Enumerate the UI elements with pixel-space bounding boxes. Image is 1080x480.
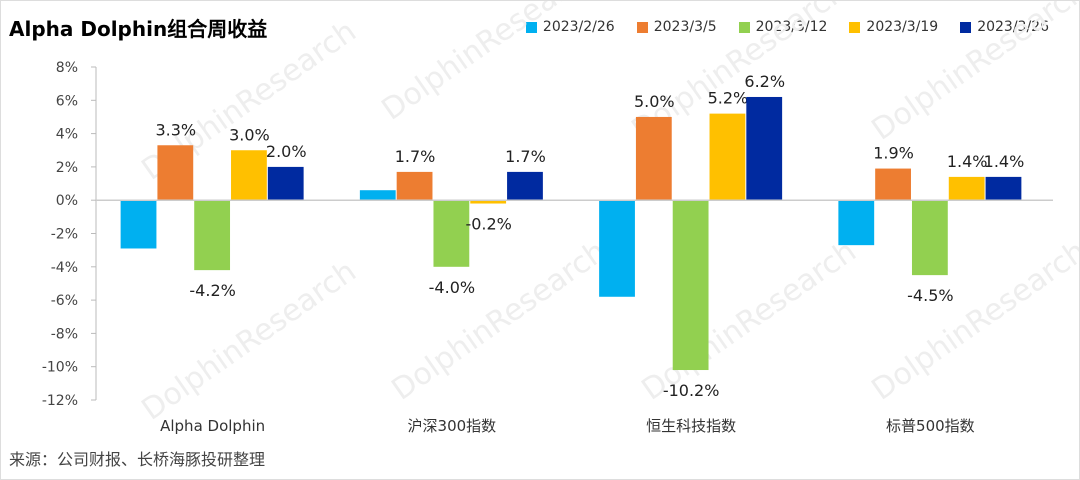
data-label: 5.0% xyxy=(634,92,675,111)
category-label: 沪深300指数 xyxy=(408,417,497,435)
data-label: 1.4% xyxy=(947,152,988,171)
bar xyxy=(599,200,635,297)
legend-swatch xyxy=(738,21,750,33)
category-label: Alpha Dolphin xyxy=(160,417,265,435)
legend-swatch xyxy=(636,21,648,33)
legend-label: 2023/3/19 xyxy=(866,19,939,35)
bar xyxy=(507,171,543,201)
y-tick-label: -12% xyxy=(42,393,78,409)
y-tick-label: -6% xyxy=(51,293,78,309)
data-label: 3.3% xyxy=(155,120,196,139)
category-label: 标普500指数 xyxy=(886,417,975,435)
y-tick-label: 4% xyxy=(56,127,78,143)
bar xyxy=(231,150,267,201)
data-label: -4.2% xyxy=(189,281,235,300)
bar xyxy=(911,200,948,276)
bar xyxy=(635,116,672,201)
data-label: -4.5% xyxy=(907,286,953,305)
data-label: 1.4% xyxy=(984,152,1025,171)
legend-label: 2023/2/26 xyxy=(542,19,615,35)
bar xyxy=(359,190,396,201)
legend-item: 2023/2/26 xyxy=(525,19,615,35)
y-tick-label: 8% xyxy=(56,60,78,76)
bar xyxy=(120,200,157,249)
watermark: DolphinResearch xyxy=(376,1,603,128)
bar xyxy=(709,113,746,201)
watermark: DolphinResearch xyxy=(866,234,1080,408)
data-label: 1.7% xyxy=(505,147,546,166)
bar xyxy=(838,200,875,246)
bar xyxy=(948,176,985,201)
data-label: 3.0% xyxy=(229,125,270,144)
legend-swatch xyxy=(960,21,972,33)
bar xyxy=(267,166,304,201)
legend-item: 2023/3/12 xyxy=(738,19,828,35)
legend-swatch xyxy=(849,21,861,33)
legend: 2023/2/26 2023/3/5 2023/3/12 2023/3/19 2023/… xyxy=(525,19,1049,35)
data-label: 1.7% xyxy=(395,147,436,166)
data-label: 2.0% xyxy=(266,142,307,161)
data-label: -4.0% xyxy=(429,278,475,297)
data-label: 6.2% xyxy=(744,72,785,91)
legend-item: 2023/3/26 xyxy=(960,19,1049,35)
data-label: 1.9% xyxy=(873,144,914,163)
bar xyxy=(396,171,433,201)
watermark: DolphinResearch xyxy=(866,1,1080,148)
data-label: -10.2% xyxy=(663,381,720,400)
y-tick-label: -8% xyxy=(51,326,78,342)
legend-label: 2023/3/26 xyxy=(977,19,1049,35)
legend-swatch xyxy=(525,21,537,33)
y-tick-label: 6% xyxy=(56,93,78,109)
category-label: 恒生科技指数 xyxy=(646,417,736,435)
legend-item: 2023/3/19 xyxy=(849,19,938,35)
data-label: -0.2% xyxy=(465,215,511,234)
bar xyxy=(157,145,194,201)
bar xyxy=(875,168,911,201)
y-tick-label: -2% xyxy=(51,227,78,243)
y-tick-label: 0% xyxy=(56,193,78,209)
bar xyxy=(194,200,231,271)
legend-label: 2023/3/5 xyxy=(653,19,717,35)
source-note: 来源：公司财报、长桥海豚投研整理 xyxy=(9,450,266,469)
y-tick-label: 2% xyxy=(56,160,78,176)
bar xyxy=(470,200,507,204)
data-label: 5.2% xyxy=(708,89,749,108)
watermark: DolphinResearch xyxy=(136,254,363,428)
chart-title: Alpha Dolphin组合周收益 xyxy=(9,17,268,41)
bar xyxy=(746,96,783,201)
legend-label: 2023/3/12 xyxy=(755,19,828,35)
y-tick-label: -4% xyxy=(51,260,78,276)
legend-item: 2023/3/5 xyxy=(636,19,717,35)
y-tick-label: -10% xyxy=(42,360,78,376)
bar xyxy=(433,200,470,267)
watermark: DolphinResearch xyxy=(386,234,613,408)
bar xyxy=(985,176,1022,201)
bar xyxy=(672,200,709,371)
